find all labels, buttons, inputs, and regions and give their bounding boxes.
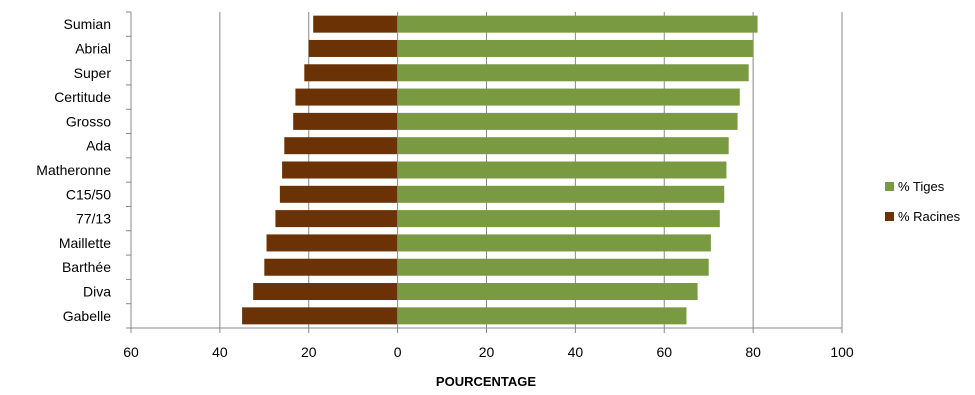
legend-label: % Tiges bbox=[898, 179, 945, 194]
bar-racines bbox=[308, 39, 398, 57]
bar-racines bbox=[264, 258, 398, 276]
x-tick-labels: 60 40 20 0 20 40 60 80 100 bbox=[123, 344, 854, 360]
bar-tiges bbox=[397, 307, 687, 325]
bar-racines bbox=[284, 137, 398, 155]
bar-tiges bbox=[397, 185, 725, 203]
x-tick-label: 60 bbox=[656, 344, 672, 360]
bar-racines bbox=[242, 307, 398, 325]
bar-tiges bbox=[397, 137, 729, 155]
x-tick-label: 0 bbox=[394, 344, 402, 360]
category-label: Grosso bbox=[66, 113, 111, 129]
x-tick-label: 60 bbox=[123, 344, 139, 360]
x-axis-title: POURCENTAGE bbox=[436, 374, 536, 389]
bar-tiges bbox=[397, 283, 698, 301]
bar-tiges bbox=[397, 112, 738, 130]
category-label: Barthée bbox=[62, 259, 111, 275]
bar-racines bbox=[253, 283, 398, 301]
bar-racines bbox=[293, 112, 398, 130]
category-label: Matheronne bbox=[36, 162, 111, 178]
category-labels: Sumian Abrial Super Certitude Grosso Ada Mathe… bbox=[36, 16, 111, 324]
category-label: Super bbox=[74, 65, 112, 81]
bar-tiges bbox=[397, 15, 758, 33]
bar-tiges bbox=[397, 88, 740, 106]
bars bbox=[242, 15, 758, 325]
legend-swatch bbox=[885, 182, 894, 191]
bar-tiges bbox=[397, 234, 711, 252]
bar-racines bbox=[279, 185, 398, 203]
bar-racines bbox=[304, 64, 398, 82]
axes bbox=[126, 11, 843, 333]
legend-label: % Racines bbox=[898, 209, 961, 224]
bar-racines bbox=[275, 210, 398, 228]
category-label: Certitude bbox=[54, 89, 111, 105]
category-label: C15/50 bbox=[66, 186, 111, 202]
bar-tiges bbox=[397, 64, 749, 82]
category-label: 77/13 bbox=[76, 211, 111, 227]
category-label: Abrial bbox=[75, 40, 111, 56]
bar-tiges bbox=[397, 161, 727, 179]
x-tick-label: 40 bbox=[568, 344, 584, 360]
category-label: Diva bbox=[83, 284, 111, 300]
bar-racines bbox=[266, 234, 398, 252]
x-tick-label: 100 bbox=[830, 344, 854, 360]
x-tick-label: 20 bbox=[479, 344, 495, 360]
bar-racines bbox=[282, 161, 398, 179]
legend: % Tiges % Racines bbox=[885, 179, 961, 224]
category-label: Maillette bbox=[59, 235, 111, 251]
bar-tiges bbox=[397, 258, 709, 276]
category-label: Sumian bbox=[64, 16, 111, 32]
bar-racines bbox=[295, 88, 398, 106]
bar-racines bbox=[313, 15, 398, 33]
x-tick-label: 80 bbox=[745, 344, 761, 360]
bar-tiges bbox=[397, 210, 720, 228]
category-label: Gabelle bbox=[63, 308, 111, 324]
bar-tiges bbox=[397, 39, 754, 57]
x-tick-label: 40 bbox=[212, 344, 228, 360]
legend-swatch bbox=[885, 212, 894, 221]
x-tick-label: 20 bbox=[301, 344, 317, 360]
category-label: Ada bbox=[86, 138, 111, 154]
